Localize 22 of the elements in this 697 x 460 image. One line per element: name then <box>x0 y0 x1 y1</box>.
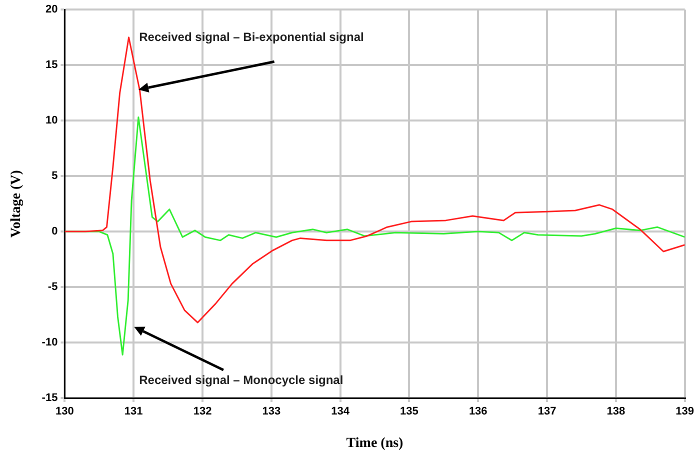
x-tick-label: 132 <box>193 406 212 418</box>
x-tick-label: 134 <box>331 406 350 418</box>
y-tick-label: -15 <box>42 392 58 404</box>
x-tick-label: 135 <box>400 406 418 418</box>
y-tick-label: -10 <box>42 336 58 349</box>
x-tick-label: 133 <box>262 406 281 418</box>
y-tick-label: 10 <box>45 114 58 127</box>
annotation: Received signal – Monocycle signal <box>139 373 344 388</box>
y-tick-label: 20 <box>45 4 58 16</box>
x-axis-title: Time (ns) <box>346 436 404 452</box>
y-tick-label: 15 <box>45 59 58 72</box>
x-tick-label: 138 <box>606 406 626 418</box>
x-tick-label: 139 <box>676 406 694 418</box>
y-tick-label: -5 <box>48 281 58 294</box>
annotation: Received signal – Bi-exponential signal <box>139 30 364 44</box>
x-tick-label: 136 <box>468 406 488 418</box>
y-tick-label: 5 <box>52 170 58 182</box>
x-tick-label: 137 <box>538 406 556 418</box>
x-tick-label: 130 <box>56 406 74 418</box>
y-tick-label: 0 <box>52 226 58 238</box>
x-tick-label: 131 <box>124 406 143 418</box>
y-axis-title: Voltage (V) <box>9 170 24 238</box>
